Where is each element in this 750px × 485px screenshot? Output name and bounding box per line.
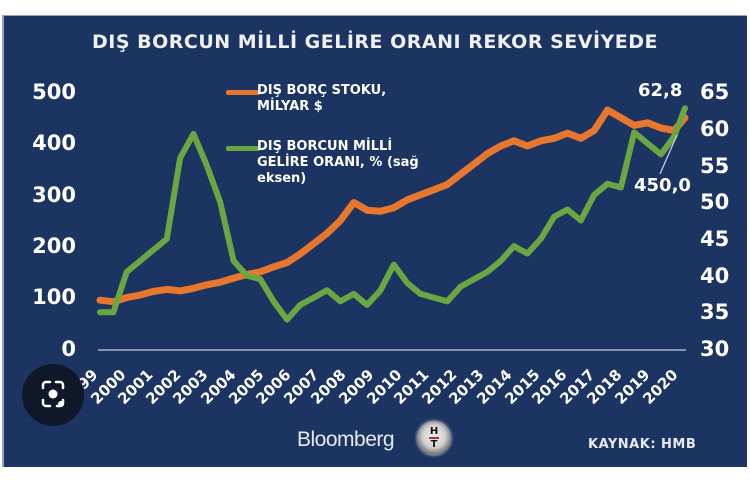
- left-axis-tick-500: 500: [32, 80, 76, 104]
- chart-panel: [2, 15, 747, 467]
- lens-camera-icon: [41, 380, 65, 408]
- annotation-ratio-value: 62,8: [638, 80, 683, 101]
- right-axis-tick-40: 40: [700, 264, 730, 288]
- ht-logo-icon: H T: [417, 421, 451, 455]
- left-axis-tick-0: 0: [61, 337, 76, 361]
- right-axis-tick-35: 35: [700, 300, 730, 324]
- right-axis-tick-55: 55: [700, 154, 730, 178]
- right-axis-tick-60: 60: [700, 117, 730, 141]
- annotation-stock-value: 450,0: [634, 175, 691, 196]
- right-axis-tick-30: 30: [700, 337, 730, 361]
- legend-swatch-stock: [226, 90, 260, 95]
- legend-label-stock: DIŞ BORÇ STOKU, MİLYAR $: [257, 83, 387, 114]
- legend-label-ratio: DIŞ BORCUN MİLLİ GELİRE ORANI, % (sağ ek…: [257, 139, 419, 186]
- debt-ratio-line: [97, 105, 688, 323]
- right-axis-tick-50: 50: [700, 190, 730, 214]
- legend-swatch-ratio: [226, 146, 260, 151]
- right-axis-tick-45: 45: [700, 227, 730, 251]
- right-axis-tick-65: 65: [700, 80, 730, 104]
- left-axis-tick-200: 200: [32, 234, 76, 258]
- source-label: KAYNAK: HMB: [588, 437, 697, 452]
- debt-stock-line: [96, 106, 689, 306]
- left-axis-tick-400: 400: [32, 131, 76, 155]
- left-axis-tick-300: 300: [32, 183, 76, 207]
- left-axis-tick-100: 100: [32, 285, 76, 309]
- google-lens-button[interactable]: [22, 364, 84, 426]
- chart-title: DIŞ BORCUN MİLLİ GELİRE ORANI REKOR SEVİ…: [91, 31, 658, 53]
- annotation-leader-line: [659, 134, 678, 175]
- bloomberg-logo: Bloomberg: [297, 428, 395, 451]
